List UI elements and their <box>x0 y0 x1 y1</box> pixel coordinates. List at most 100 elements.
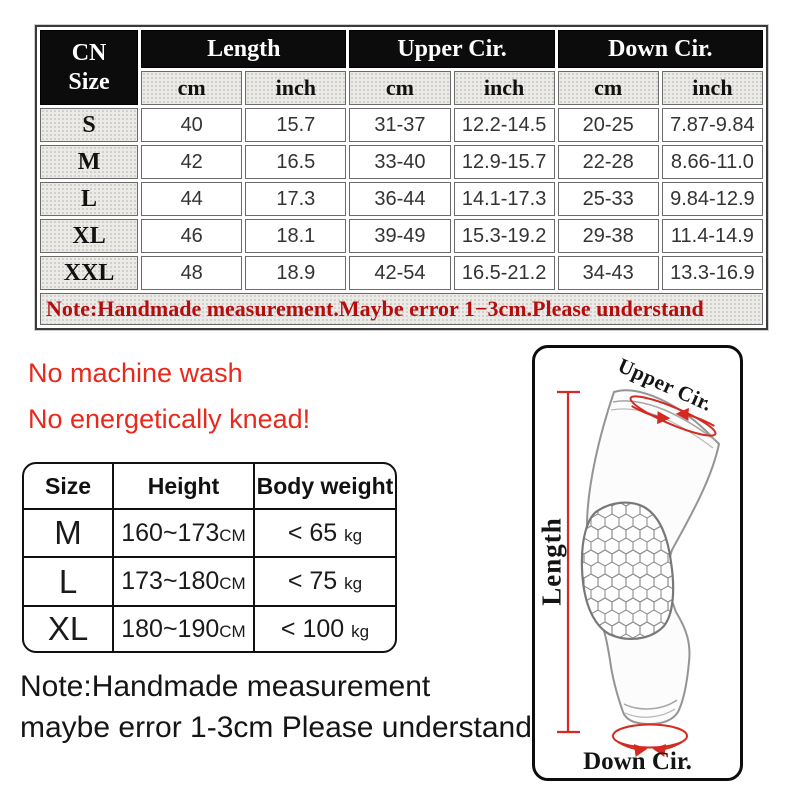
fit-size-cell: M <box>24 510 114 558</box>
upper-cir-arrow <box>629 395 717 437</box>
bottom-note: Note:Handmade measurement maybe error 1-… <box>20 666 540 748</box>
bottom-note-line1: Note:Handmade measurement <box>20 670 431 703</box>
value-cell: 42-54 <box>349 256 451 290</box>
value-cell: 39-49 <box>349 219 451 253</box>
fit-height-cell: 180~190CM <box>114 607 255 651</box>
value-cell: 7.87-9.84 <box>661 108 763 142</box>
table-row-xl: XL 46 18.1 39-49 15.3-19.2 29-38 11.4-14… <box>40 219 763 253</box>
value-cell: 40 <box>141 108 243 142</box>
cn-label: CN <box>71 39 107 66</box>
fit-row-xl: XL 180~190CM < 100 kg <box>24 607 395 651</box>
weight-value: < 65 <box>287 518 338 547</box>
length-arrow <box>557 390 580 734</box>
knee-pad-honeycomb <box>580 501 675 641</box>
down-cm-header: cm <box>557 71 659 105</box>
value-cell: 16.5-21.2 <box>453 256 555 290</box>
height-unit: CM <box>219 621 246 641</box>
height-value: 180~190 <box>121 614 220 643</box>
table-row-xxl: XXL 48 18.9 42-54 16.5-21.2 34-43 13.3-1… <box>40 256 763 290</box>
ankle-cuff-line <box>623 699 678 710</box>
table-row-l: L 44 17.3 36-44 14.1-17.3 25-33 9.84-12.… <box>40 182 763 216</box>
fit-row-l: L 173~180CM < 75 kg <box>24 558 395 607</box>
down-cir-arrow <box>612 723 688 757</box>
height-unit: CM <box>219 525 246 545</box>
table-row-s: S 40 15.7 31-37 12.2-14.5 20-25 7.87-9.8… <box>40 108 763 142</box>
size-cell: S <box>40 108 139 142</box>
weight-unit: kg <box>351 621 370 641</box>
down-cir-group-header: Down Cir. <box>557 30 763 68</box>
size-cell: XL <box>40 219 139 253</box>
value-cell: 48 <box>141 256 243 290</box>
fit-table: Size Height Body weight M 160~173CM < 65… <box>22 462 397 653</box>
fit-header-height: Height <box>114 464 255 510</box>
fit-header-size: Size <box>24 464 114 510</box>
value-cell: 13.3-16.9 <box>661 256 763 290</box>
value-cell: 22-28 <box>557 145 659 179</box>
length-cm-header: cm <box>141 71 243 105</box>
value-cell: 18.1 <box>245 219 347 253</box>
fit-height-cell: 173~180CM <box>114 558 255 607</box>
warning-no-machine-wash: No machine wash <box>28 358 243 388</box>
fit-size-cell: XL <box>24 607 114 651</box>
measurement-diagram-panel: Upper Cir. Length Down Cir. <box>532 345 743 781</box>
upper-cm-header: cm <box>349 71 451 105</box>
value-cell: 20-25 <box>557 108 659 142</box>
fit-weight-cell: < 65 kg <box>255 510 395 558</box>
value-cell: 42 <box>141 145 243 179</box>
cn-size-header: CN Size <box>40 30 139 105</box>
fit-row-m: M 160~173CM < 65 kg <box>24 510 395 558</box>
weight-unit: kg <box>344 574 363 593</box>
fit-weight-cell: < 75 kg <box>255 558 395 607</box>
weight-unit: kg <box>344 525 363 545</box>
value-cell: 16.5 <box>245 145 347 179</box>
length-inch-header: inch <box>245 71 347 105</box>
value-cell: 17.3 <box>245 182 347 216</box>
height-value: 160~173 <box>121 518 220 547</box>
value-cell: 14.1-17.3 <box>453 182 555 216</box>
value-cell: 11.4-14.9 <box>661 219 763 253</box>
fit-weight-cell: < 100 kg <box>255 607 395 651</box>
length-group-header: Length <box>141 30 347 68</box>
value-cell: 34-43 <box>557 256 659 290</box>
size-cell: XXL <box>40 256 139 290</box>
value-cell: 9.84-12.9 <box>661 182 763 216</box>
value-cell: 15.3-19.2 <box>453 219 555 253</box>
value-cell: 15.7 <box>245 108 347 142</box>
value-cell: 33-40 <box>349 145 451 179</box>
value-cell: 46 <box>141 219 243 253</box>
size-chart-note: Note:Handmade measurement.Maybe error 1−… <box>40 293 763 325</box>
size-chart-table: CN Size Length Upper Cir. Down Cir. cm i… <box>35 25 768 330</box>
knee-sleeve-illustration <box>557 389 721 757</box>
fit-size-cell: L <box>24 558 114 607</box>
table-row-m: M 42 16.5 33-40 12.9-15.7 22-28 8.66-11.… <box>40 145 763 179</box>
length-label: Length <box>536 517 567 606</box>
value-cell: 8.66-11.0 <box>661 145 763 179</box>
value-cell: 12.9-15.7 <box>453 145 555 179</box>
warning-no-knead: No energetically knead! <box>28 404 311 434</box>
value-cell: 36-44 <box>349 182 451 216</box>
height-value: 173~180 <box>121 567 220 595</box>
height-unit: CM <box>219 574 246 593</box>
value-cell: 25-33 <box>557 182 659 216</box>
value-cell: 44 <box>141 182 243 216</box>
value-cell: 18.9 <box>245 256 347 290</box>
upper-inch-header: inch <box>453 71 555 105</box>
upper-cir-group-header: Upper Cir. <box>349 30 555 68</box>
size-label: Size <box>68 68 110 95</box>
value-cell: 12.2-14.5 <box>453 108 555 142</box>
down-inch-header: inch <box>661 71 763 105</box>
value-cell: 31-37 <box>349 108 451 142</box>
value-cell: 29-38 <box>557 219 659 253</box>
size-cell: M <box>40 145 139 179</box>
weight-value: < 100 <box>280 614 345 643</box>
ankle-cuff-line2 <box>624 708 676 718</box>
size-cell: L <box>40 182 139 216</box>
fit-header-weight: Body weight <box>255 464 395 510</box>
down-cir-label: Down Cir. <box>583 748 692 775</box>
bottom-note-line2: maybe error 1-3cm Please understand! <box>20 711 541 744</box>
weight-value: < 75 <box>287 567 338 595</box>
fit-height-cell: 160~173CM <box>114 510 255 558</box>
upper-cuff-line <box>612 400 716 441</box>
fit-header-row: Size Height Body weight <box>24 464 395 510</box>
